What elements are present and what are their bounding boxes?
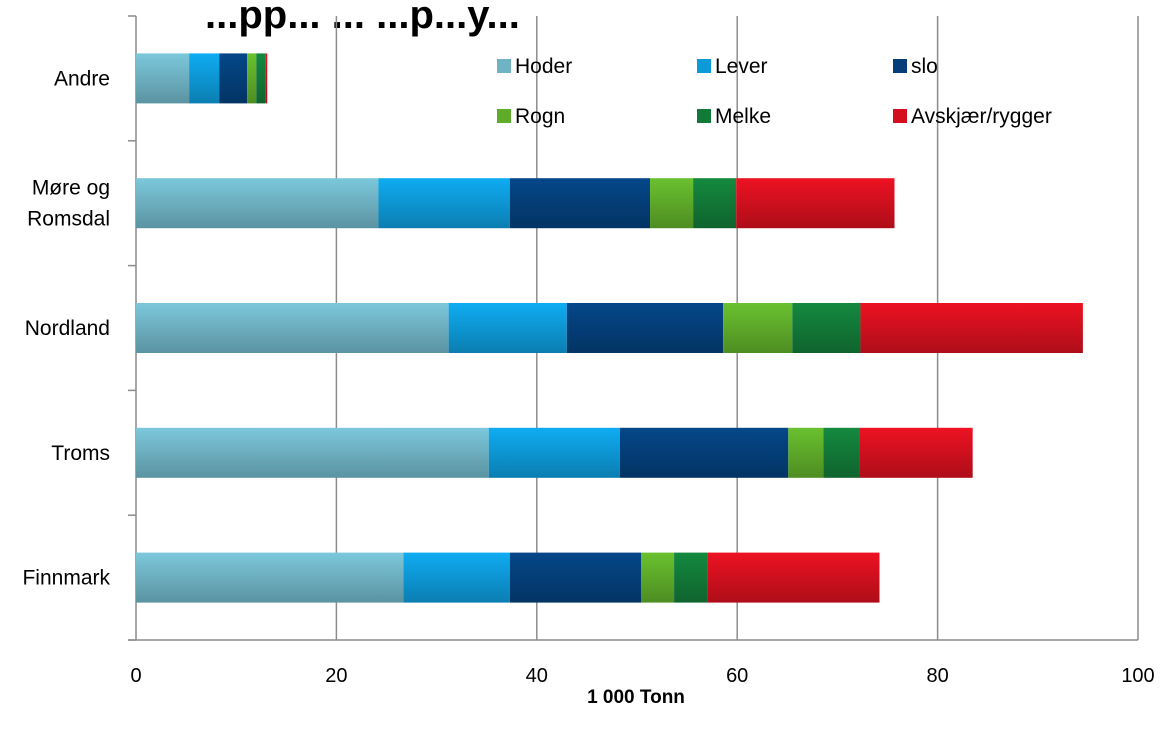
x-tick-label-60: 60 xyxy=(726,665,748,687)
bar-andre-hoder xyxy=(136,53,190,104)
bar-andre-lever xyxy=(189,53,220,104)
y-category-label-andre: Andre xyxy=(54,67,110,90)
bar-møre-og-romsdal-hoder xyxy=(136,178,379,229)
legend-label-rogn: Rogn xyxy=(515,105,565,128)
legend-swatch-melke xyxy=(697,109,711,123)
bar-finnmark-slo xyxy=(509,552,642,603)
bar-troms-avskjær-rygger xyxy=(859,427,973,478)
bar-finnmark-rogn xyxy=(641,552,675,603)
bar-finnmark-lever xyxy=(403,552,510,603)
bar-nordland-melke xyxy=(792,303,861,353)
bar-andre-rogn xyxy=(247,53,257,104)
legend-label-lever: Lever xyxy=(715,55,768,78)
legend-swatch-avskjær-rygger xyxy=(893,109,907,123)
y-category-label-nordland: Nordland xyxy=(25,317,110,340)
y-category-label-finnmark: Finnmark xyxy=(22,567,110,590)
legend: Hoder Lever slo Rogn Melke Avskjær/rygger xyxy=(497,55,1052,128)
legend-label-hoder: Hoder xyxy=(515,55,572,78)
bar-troms-hoder xyxy=(136,427,489,478)
bars xyxy=(136,53,1083,603)
x-tick-label-20: 20 xyxy=(325,665,347,687)
bar-møre-og-romsdal-lever xyxy=(378,178,510,229)
bar-troms-slo xyxy=(619,427,789,478)
bar-møre-og-romsdal-rogn xyxy=(650,178,694,229)
legend-swatch-lever xyxy=(697,59,711,73)
legend-label-avskjær-rygger: Avskjær/rygger xyxy=(911,105,1052,128)
bar-troms-lever xyxy=(488,427,620,478)
bar-finnmark-hoder xyxy=(136,552,404,603)
bar-nordland-hoder xyxy=(136,303,449,353)
bar-nordland-avskjær-rygger xyxy=(860,303,1083,353)
bar-møre-og-romsdal-slo xyxy=(509,178,651,229)
bar-nordland-lever xyxy=(448,303,567,353)
bar-andre-slo xyxy=(219,53,248,104)
legend-swatch-rogn xyxy=(497,109,511,123)
legend-label-slo: slo xyxy=(911,55,938,78)
bar-finnmark-avskjær-rygger xyxy=(707,552,880,603)
axes: 0 20 40 60 80 100 Andre Møre og Romsdal Nordland T… xyxy=(22,15,1155,687)
bar-møre-og-romsdal-melke xyxy=(693,178,737,229)
y-category-label-troms: Troms xyxy=(51,442,110,465)
chart-title: ...pp... ... ...p...y... xyxy=(205,0,520,37)
x-axis-label: 1 000 Tonn xyxy=(587,687,685,708)
legend-label-melke: Melke xyxy=(715,105,771,128)
x-tick-label-80: 80 xyxy=(926,665,948,687)
bar-nordland-slo xyxy=(566,303,724,353)
x-tick-label-40: 40 xyxy=(526,665,548,687)
bar-troms-rogn xyxy=(788,427,824,478)
bar-finnmark-melke xyxy=(674,552,708,603)
x-tick-label-0: 0 xyxy=(130,665,141,687)
bar-møre-og-romsdal-avskjær-rygger xyxy=(736,178,895,229)
bar-nordland-rogn xyxy=(723,303,793,353)
bar-andre-avskjær-rygger xyxy=(265,53,268,104)
bar-andre-melke xyxy=(256,53,266,104)
legend-swatch-slo xyxy=(893,59,907,73)
y-category-label-møre-og-romsdal: Møre og Romsdal xyxy=(27,177,110,231)
bar-troms-melke xyxy=(823,427,860,478)
x-tick-label-100: 100 xyxy=(1121,665,1154,687)
legend-swatch-hoder xyxy=(497,59,511,73)
